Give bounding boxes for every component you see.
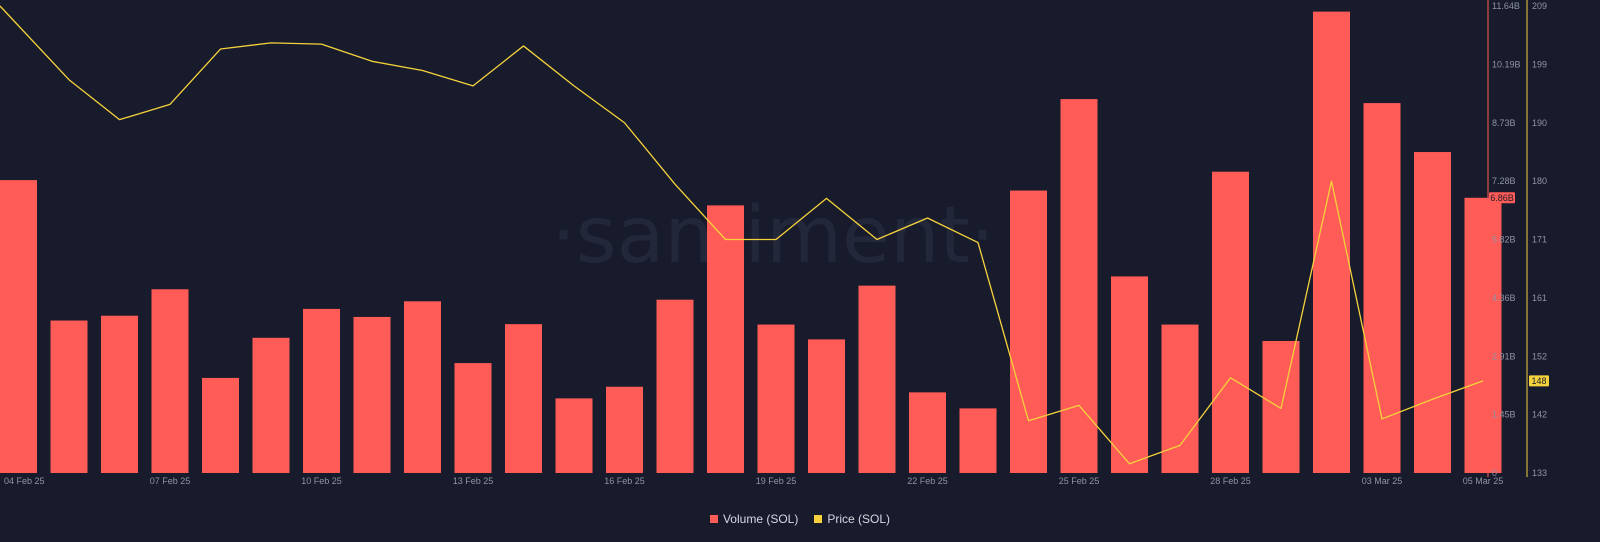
x-axis-tick: 13 Feb 25 bbox=[453, 476, 494, 486]
price-current-tag bbox=[1529, 375, 1549, 387]
watermark-text: ·santiment· bbox=[551, 191, 995, 281]
volume-bar bbox=[303, 308, 340, 473]
price-axis-tick: 152 bbox=[1532, 351, 1547, 361]
volume-bar bbox=[1212, 171, 1249, 474]
volume-bar bbox=[959, 408, 997, 473]
volume-bar bbox=[1060, 99, 1098, 473]
legend-label-price: Price (SOL) bbox=[827, 512, 891, 526]
volume-bar bbox=[555, 398, 593, 473]
legend-swatch-volume bbox=[709, 515, 718, 523]
volume-bar bbox=[454, 363, 492, 473]
price-axis-tick: 209 bbox=[1532, 1, 1547, 11]
volume-bar bbox=[606, 386, 643, 473]
volume-bar bbox=[50, 320, 88, 473]
legend-swatch-price bbox=[814, 515, 823, 523]
x-axis-tick: 25 Feb 25 bbox=[1059, 476, 1100, 486]
volume-bar bbox=[656, 299, 694, 473]
volume-bar bbox=[252, 337, 290, 473]
volume-bar bbox=[707, 205, 744, 473]
price-axis-tick: 180 bbox=[1532, 176, 1547, 186]
legend-label-volume: Volume (SOL) bbox=[722, 512, 799, 526]
x-axis-tick: 05 Mar 25 bbox=[1463, 476, 1504, 486]
volume-bar bbox=[1363, 103, 1401, 473]
price-axis-tick: 133 bbox=[1532, 468, 1547, 478]
volume-bar bbox=[0, 180, 37, 473]
volume-axis-tick: 4.36B bbox=[1492, 293, 1516, 303]
volume-axis-tick: 11.64B bbox=[1492, 1, 1520, 11]
volume-axis-tick: 5.82B bbox=[1492, 235, 1516, 245]
x-axis-tick: 03 Mar 25 bbox=[1362, 476, 1403, 486]
price-axis-tick: 142 bbox=[1532, 410, 1547, 420]
volume-axis-tick: 1.45B bbox=[1492, 410, 1516, 420]
volume-bar bbox=[101, 315, 138, 473]
x-axis-tick: 07 Feb 25 bbox=[150, 476, 191, 486]
volume-bar bbox=[909, 392, 946, 473]
volume-axis-tick: 10.19B bbox=[1492, 59, 1521, 69]
price-axis-tick: 171 bbox=[1532, 235, 1547, 245]
volume-axis-tick: 0 bbox=[1492, 468, 1497, 478]
legend-item-price[interactable]: Price (SOL) bbox=[814, 512, 890, 526]
volume-bar bbox=[808, 339, 845, 473]
volume-bar bbox=[858, 285, 896, 473]
price-line bbox=[0, 5, 1484, 465]
x-axis-tick: 16 Feb 25 bbox=[604, 476, 645, 486]
volume-bar bbox=[1161, 324, 1199, 473]
volume-bar bbox=[757, 324, 795, 473]
volume-current-label: 6.86B bbox=[1490, 193, 1514, 203]
price-axis-tick: 190 bbox=[1532, 118, 1547, 128]
volume-bar bbox=[353, 316, 391, 473]
legend-item-volume[interactable]: Volume (SOL) bbox=[709, 512, 799, 526]
volume-bar bbox=[151, 289, 189, 473]
volume-bar bbox=[202, 377, 239, 473]
volume-current-tag bbox=[1489, 192, 1515, 204]
x-axis-tick: 22 Feb 25 bbox=[907, 476, 948, 486]
legend: Volume (SOL) Price (SOL) bbox=[0, 512, 1600, 526]
price-axis-tick: 199 bbox=[1532, 59, 1547, 69]
volume-bar bbox=[1010, 190, 1047, 473]
volume-bar bbox=[1414, 152, 1451, 474]
price-current-label: 148 bbox=[1531, 376, 1546, 386]
volume-bar bbox=[505, 324, 542, 473]
volume-bar bbox=[404, 301, 441, 473]
axes-layer: 0 1.45B 2.91B 4.36B 5.82B 7.28B 8.73B 10.19B 11.… bbox=[4, 0, 1549, 486]
volume-axis-tick: 7.28B bbox=[1492, 176, 1516, 186]
line-layer bbox=[0, 5, 1484, 465]
x-axis-tick: 19 Feb 25 bbox=[756, 476, 797, 486]
x-axis-tick: 28 Feb 25 bbox=[1210, 476, 1251, 486]
bars-layer bbox=[0, 11, 1502, 474]
volume-axis-tick: 8.73B bbox=[1492, 118, 1516, 128]
x-axis-tick: 10 Feb 25 bbox=[301, 476, 342, 486]
volume-bar bbox=[1464, 197, 1502, 474]
x-axis-tick: 04 Feb 25 bbox=[4, 476, 45, 486]
volume-axis-tick: 2.91B bbox=[1492, 351, 1516, 361]
price-axis-tick: 161 bbox=[1532, 293, 1547, 303]
volume-bar bbox=[1111, 276, 1148, 473]
